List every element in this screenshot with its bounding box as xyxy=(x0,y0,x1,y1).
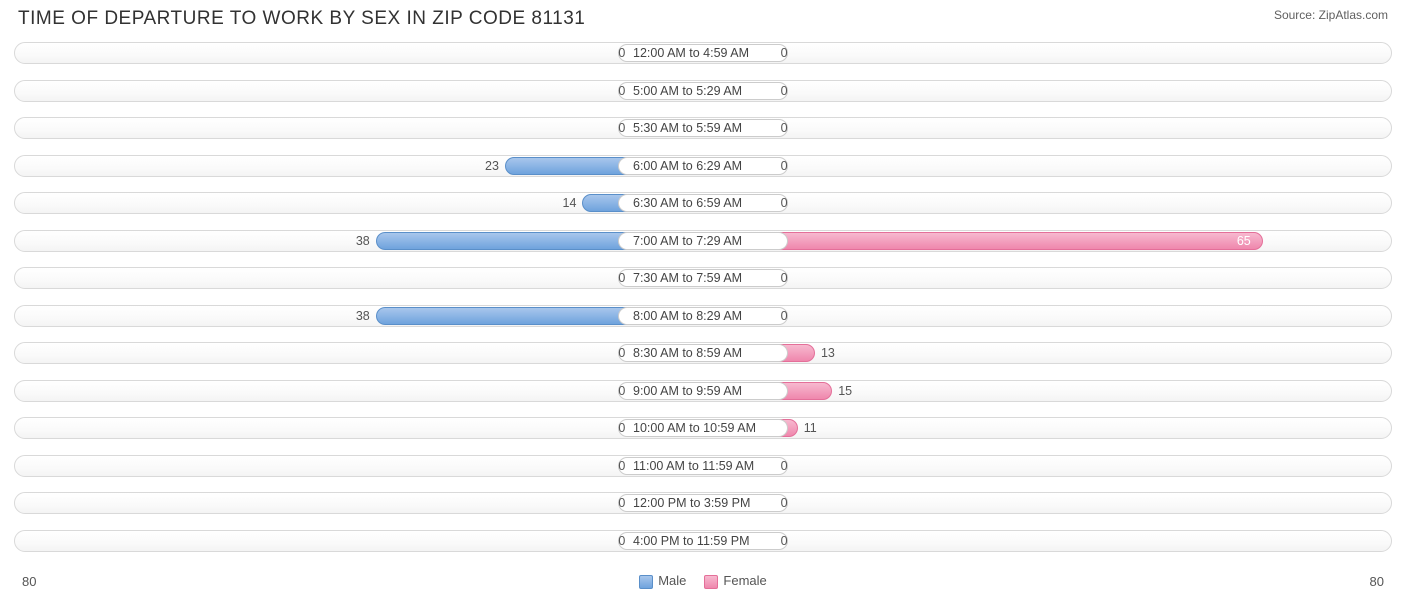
chart-body: 12:00 AM to 4:59 AM005:00 AM to 5:29 AM0… xyxy=(0,36,1406,557)
legend-female-label: Female xyxy=(723,573,766,588)
female-value: 13 xyxy=(821,344,835,362)
female-swatch-icon xyxy=(704,575,718,589)
male-value: 0 xyxy=(618,419,625,437)
female-value: 0 xyxy=(781,157,788,175)
female-value: 0 xyxy=(781,532,788,550)
legend-female: Female xyxy=(704,573,766,589)
male-value: 38 xyxy=(356,232,370,250)
male-value: 0 xyxy=(618,382,625,400)
row-label: 7:30 AM to 7:59 AM xyxy=(618,269,788,287)
row-label: 4:00 PM to 11:59 PM xyxy=(618,532,788,550)
legend: Male Female xyxy=(639,573,767,589)
chart-row: 5:00 AM to 5:29 AM00 xyxy=(14,74,1392,108)
male-value: 0 xyxy=(618,457,625,475)
row-label: 12:00 PM to 3:59 PM xyxy=(618,494,788,512)
male-value: 23 xyxy=(485,157,499,175)
chart-row: 10:00 AM to 10:59 AM0 11 xyxy=(14,411,1392,445)
male-value: 0 xyxy=(618,44,625,62)
row-label: 8:00 AM to 8:29 AM xyxy=(618,307,788,325)
chart-row: 4:00 PM to 11:59 PM00 xyxy=(14,524,1392,558)
male-value: 0 xyxy=(618,82,625,100)
chart-title: TIME OF DEPARTURE TO WORK BY SEX IN ZIP … xyxy=(18,8,585,30)
female-value: 0 xyxy=(781,194,788,212)
chart-header: TIME OF DEPARTURE TO WORK BY SEX IN ZIP … xyxy=(0,0,1406,36)
chart-row: 6:30 AM to 6:59 AM 14 0 xyxy=(14,186,1392,220)
male-value: 14 xyxy=(563,194,577,212)
chart-row: 12:00 PM to 3:59 PM00 xyxy=(14,486,1392,520)
chart-row: 8:30 AM to 8:59 AM0 13 xyxy=(14,336,1392,370)
row-label: 12:00 AM to 4:59 AM xyxy=(618,44,788,62)
chart-source: Source: ZipAtlas.com xyxy=(1274,8,1388,22)
row-label: 10:00 AM to 10:59 AM xyxy=(618,419,788,437)
chart-row: 11:00 AM to 11:59 AM00 xyxy=(14,449,1392,483)
chart-row: 7:30 AM to 7:59 AM0 0 xyxy=(14,261,1392,295)
male-value: 0 xyxy=(618,344,625,362)
row-label: 6:00 AM to 6:29 AM xyxy=(618,157,788,175)
chart-row: 6:00 AM to 6:29 AM 23 0 xyxy=(14,149,1392,183)
axis-max-right: 80 xyxy=(1370,574,1384,589)
chart-row: 5:30 AM to 5:59 AM0 0 xyxy=(14,111,1392,145)
female-value: 15 xyxy=(838,382,852,400)
female-value: 0 xyxy=(781,457,788,475)
legend-male-label: Male xyxy=(658,573,686,588)
male-value: 0 xyxy=(618,119,625,137)
legend-male: Male xyxy=(639,573,686,589)
chart-row: 8:00 AM to 8:29 AM 38 0 xyxy=(14,299,1392,333)
row-label: 9:00 AM to 9:59 AM xyxy=(618,382,788,400)
chart-row: 9:00 AM to 9:59 AM0 15 xyxy=(14,374,1392,408)
chart-row: 7:00 AM to 7:29 AM 38 65 xyxy=(14,224,1392,258)
male-value: 0 xyxy=(618,269,625,287)
row-label: 8:30 AM to 8:59 AM xyxy=(618,344,788,362)
axis-max-left: 80 xyxy=(22,574,36,589)
chart-footer: 80 Male Female 80 xyxy=(0,573,1406,589)
row-label: 7:00 AM to 7:29 AM xyxy=(618,232,788,250)
row-label: 6:30 AM to 6:59 AM xyxy=(618,194,788,212)
female-value: 0 xyxy=(781,307,788,325)
female-value: 0 xyxy=(781,44,788,62)
row-label: 11:00 AM to 11:59 AM xyxy=(618,457,788,475)
female-value: 0 xyxy=(781,119,788,137)
male-value: 38 xyxy=(356,307,370,325)
female-value: 0 xyxy=(781,82,788,100)
female-value: 65 xyxy=(1229,232,1259,250)
female-value: 0 xyxy=(781,494,788,512)
male-swatch-icon xyxy=(639,575,653,589)
row-label: 5:30 AM to 5:59 AM xyxy=(618,119,788,137)
chart-row: 12:00 AM to 4:59 AM00 xyxy=(14,36,1392,70)
female-value: 11 xyxy=(804,419,817,437)
male-value: 0 xyxy=(618,532,625,550)
male-value: 0 xyxy=(618,494,625,512)
row-label: 5:00 AM to 5:29 AM xyxy=(618,82,788,100)
female-value: 0 xyxy=(781,269,788,287)
